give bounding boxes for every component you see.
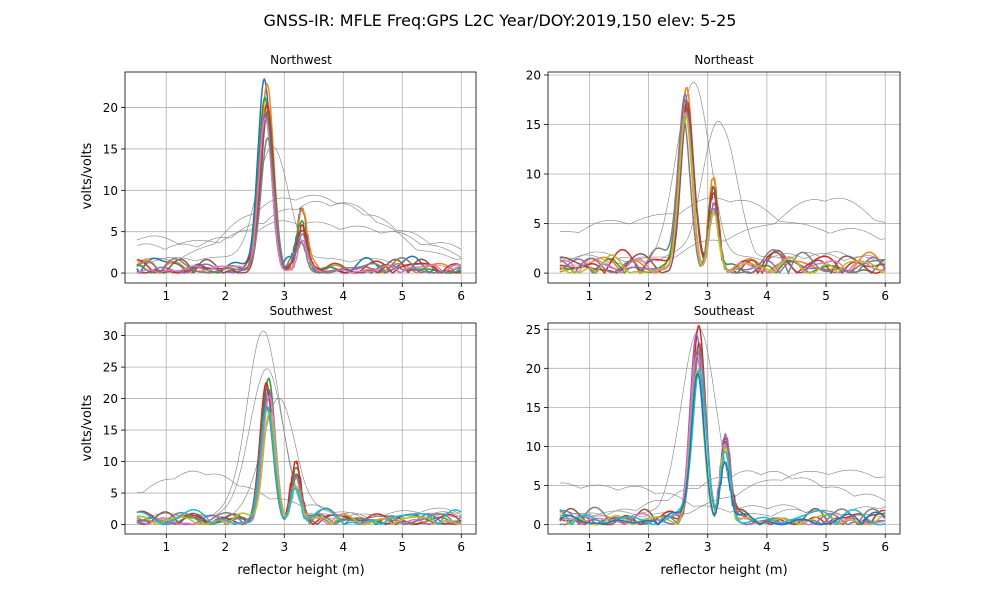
- x-tick-label: 2: [645, 289, 653, 303]
- x-tick-label: 3: [280, 289, 288, 303]
- y-tick-label: 0: [533, 267, 541, 281]
- gray-curve: [559, 81, 886, 265]
- y-tick-label: 20: [526, 362, 541, 376]
- gray-curve: [136, 397, 462, 520]
- x-tick-label: 5: [822, 289, 830, 303]
- y-tick-label: 5: [110, 487, 118, 501]
- subplot-southeast: Southeast reflector height (m) 1 2 3 4 5 6 0 5 1…: [526, 304, 901, 578]
- y-tick-label: 0: [110, 518, 118, 532]
- axes-frame-southeast: [547, 322, 901, 535]
- y-axis-label-northwest: volts/volts: [80, 142, 95, 209]
- y-tick-label: 5: [533, 479, 541, 493]
- axes-frame-northeast: [547, 71, 901, 284]
- plot-area-northeast: [559, 81, 886, 275]
- x-tick-label: 3: [280, 540, 288, 554]
- x-tick-label: 4: [339, 540, 347, 554]
- plot-area-southeast: [559, 324, 886, 526]
- gray-curve: [136, 194, 462, 263]
- y-tick-label: 5: [533, 217, 541, 231]
- gray-curve: [559, 469, 886, 518]
- gray-curve: [559, 470, 886, 519]
- y-axis-label-southwest: volts/volts: [80, 394, 95, 461]
- series-line: [136, 82, 462, 274]
- y-tick-label: 10: [526, 168, 541, 182]
- x-tick-label: 2: [645, 540, 653, 554]
- gray-curve: [136, 201, 462, 250]
- series-line: [559, 114, 886, 274]
- subplot-title-northwest: Northwest: [270, 53, 332, 67]
- plot-area-northwest: [136, 77, 462, 275]
- subplot-southwest: Southwest volts/volts reflector height (…: [80, 304, 477, 578]
- x-axis-label-southwest: reflector height (m): [237, 563, 364, 578]
- series-line: [136, 405, 462, 526]
- y-tick-label: 30: [103, 329, 118, 343]
- series-line: [136, 407, 462, 526]
- series-line: [136, 136, 462, 274]
- x-tick-label: 4: [339, 289, 347, 303]
- plot-area-southwest: [136, 330, 462, 526]
- y-tick-label: 15: [526, 401, 541, 415]
- series-line: [559, 372, 886, 526]
- x-tick-label: 1: [586, 289, 594, 303]
- axes-frame-southwest: [124, 322, 477, 535]
- y-tick-label: 15: [526, 118, 541, 132]
- subplot-title-southeast: Southeast: [694, 304, 755, 318]
- subplot-northeast: Northeast 1 2 3 4 5 6 0 5 10 15 20: [526, 53, 901, 303]
- subplot-title-southwest: Southwest: [269, 304, 332, 318]
- x-tick-label: 3: [704, 289, 712, 303]
- x-tick-label: 4: [763, 540, 771, 554]
- axes-frame-northwest: [124, 71, 477, 284]
- x-tick-label: 2: [221, 289, 229, 303]
- x-tick-label: 5: [398, 540, 406, 554]
- y-tick-label: 5: [110, 225, 118, 239]
- series-line: [136, 117, 462, 274]
- y-tick-label: 0: [533, 518, 541, 532]
- x-tick-label: 1: [162, 540, 170, 554]
- x-tick-label: 6: [457, 289, 465, 303]
- x-tick-label: 3: [704, 540, 712, 554]
- gray-curve: [559, 197, 886, 240]
- x-tick-label: 4: [763, 289, 771, 303]
- x-axis-label-southeast: reflector height (m): [660, 563, 787, 578]
- x-tick-label: 6: [881, 540, 889, 554]
- y-tick-label: 15: [103, 424, 118, 438]
- x-tick-label: 1: [162, 289, 170, 303]
- y-tick-label: 15: [103, 142, 118, 156]
- x-tick-label: 6: [457, 540, 465, 554]
- subplot-title-northeast: Northeast: [694, 53, 754, 67]
- series-line: [559, 341, 886, 526]
- y-tick-label: 10: [526, 440, 541, 454]
- y-tick-label: 25: [103, 361, 118, 375]
- figure-title: GNSS-IR: MFLE Freq:GPS L2C Year/DOY:2019…: [264, 11, 737, 30]
- y-tick-label: 10: [103, 184, 118, 198]
- y-tick-label: 0: [110, 267, 118, 281]
- x-tick-label: 5: [398, 289, 406, 303]
- x-tick-label: 1: [586, 540, 594, 554]
- y-tick-label: 10: [103, 455, 118, 469]
- y-tick-label: 20: [103, 101, 118, 115]
- gray-curve: [559, 482, 886, 515]
- x-tick-label: 5: [822, 540, 830, 554]
- y-tick-label: 25: [526, 323, 541, 337]
- subplot-northwest: Northwest volts/volts 1 2 3 4 5 6 0 5 10 15 20: [80, 53, 477, 303]
- y-tick-label: 20: [526, 68, 541, 82]
- x-tick-label: 6: [881, 289, 889, 303]
- y-tick-label: 20: [103, 392, 118, 406]
- x-tick-label: 2: [221, 540, 229, 554]
